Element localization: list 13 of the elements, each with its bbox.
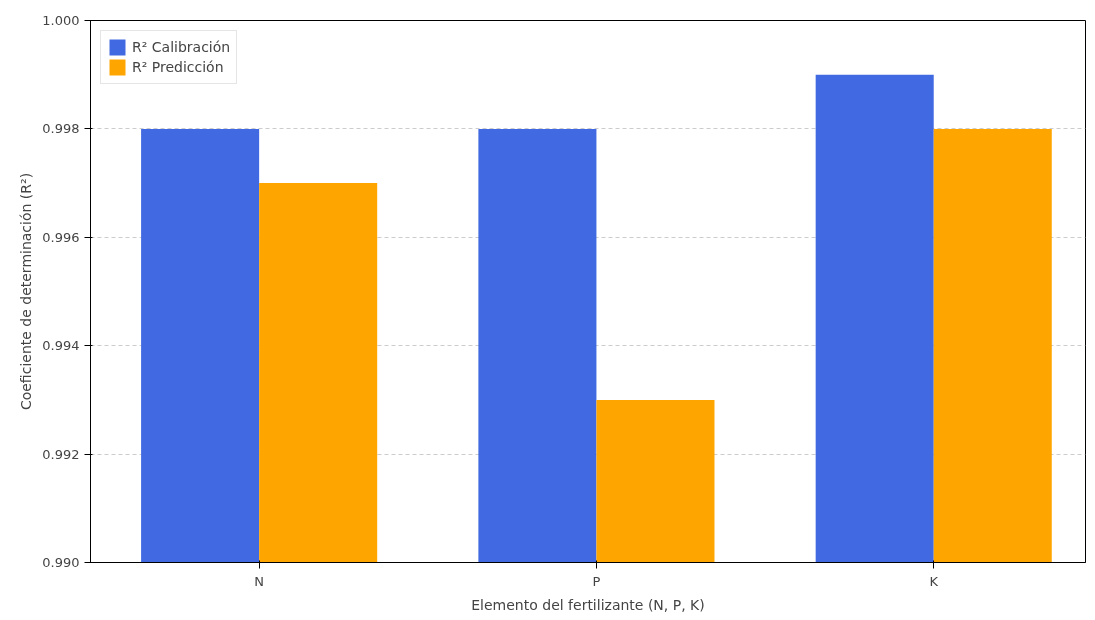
y-tick-label: 0.996	[42, 229, 80, 245]
legend-label: R² Calibración	[132, 39, 231, 55]
y-tick-label: 1.000	[42, 13, 80, 28]
y-tick-label: 0.990	[42, 555, 80, 570]
x-tick-label: N	[254, 573, 265, 589]
y-tick-label: 0.998	[42, 121, 80, 137]
x-tick-label: P	[592, 573, 601, 589]
x-tick-label: K	[929, 573, 939, 589]
legend-label: R² Predicción	[132, 59, 224, 75]
y-tick-label: 0.992	[42, 446, 80, 462]
y-axis-title: Coeficiente de determinación (R²)	[18, 172, 35, 411]
y-tick-label: 0.994	[42, 338, 80, 354]
x-axis-title: Elemento del fertilizante (N, P, K)	[471, 596, 705, 613]
